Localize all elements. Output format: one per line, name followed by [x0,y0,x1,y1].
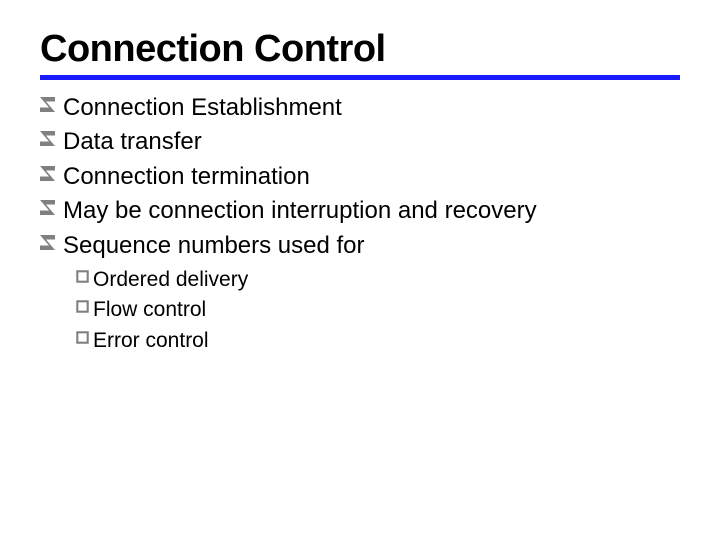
z-bullet-icon [40,235,55,250]
sub-bullet-text: Flow control [93,296,206,324]
bullet-item: Connection Establishment [40,92,680,124]
sub-bullet-text: Ordered delivery [93,266,248,294]
square-sub-bullet-icon [76,331,89,344]
bullet-text: Connection Establishment [63,92,342,124]
title-rule [40,75,680,80]
sub-bullet-item: Error control [76,327,680,355]
square-sub-bullet-icon [76,270,89,283]
sub-bullet-item: Flow control [76,296,680,324]
sub-bullet-list: Ordered deliveryFlow control Error contro… [40,266,680,355]
bullet-text: Connection termination [63,161,310,193]
bullet-text: Data transfer [63,126,202,158]
bullet-text: Sequence numbers used for [63,230,365,262]
z-bullet-icon [40,97,55,112]
slide-title: Connection Control [40,28,680,71]
z-bullet-icon [40,200,55,215]
square-sub-bullet-icon [76,300,89,313]
bullet-item: Data transfer [40,126,680,158]
sub-bullet-text: Error control [93,327,209,355]
bullet-list: Connection EstablishmentData transferCon… [40,92,680,262]
bullet-text: May be connection interruption and recov… [63,195,537,227]
z-bullet-icon [40,131,55,146]
slide: Connection Control Connection Establishm… [0,0,720,540]
sub-bullet-item: Ordered delivery [76,266,680,294]
bullet-item: Connection termination [40,161,680,193]
bullet-item: Sequence numbers used for [40,230,680,262]
bullet-item: May be connection interruption and recov… [40,195,680,227]
z-bullet-icon [40,166,55,181]
